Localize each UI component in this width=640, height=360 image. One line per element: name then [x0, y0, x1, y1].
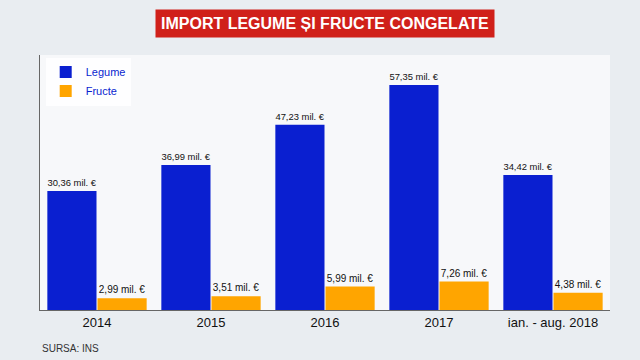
svg-text:57,35 mil. €: 57,35 mil. € — [389, 71, 438, 82]
svg-text:Legume: Legume — [86, 66, 126, 78]
svg-text:ian. - aug. 2018: ian. - aug. 2018 — [508, 315, 598, 330]
svg-text:2,99 mil. €: 2,99 mil. € — [99, 284, 146, 295]
svg-text:36,99 mil. €: 36,99 mil. € — [161, 151, 210, 162]
svg-text:34,42 mil. €: 34,42 mil. € — [503, 161, 552, 172]
svg-text:2017: 2017 — [425, 315, 454, 330]
svg-text:IMPORT LEGUME ȘI FRUCTE CONGEL: IMPORT LEGUME ȘI FRUCTE CONGELATE — [161, 15, 489, 32]
svg-text:5,99 mil. €: 5,99 mil. € — [327, 273, 374, 284]
svg-text:2016: 2016 — [311, 315, 340, 330]
svg-text:SURSA: INS: SURSA: INS — [42, 343, 99, 354]
svg-text:7,26 mil. €: 7,26 mil. € — [441, 268, 488, 279]
svg-text:2014: 2014 — [83, 315, 112, 330]
svg-text:30,36 mil. €: 30,36 mil. € — [47, 177, 96, 188]
svg-text:4,38 mil. €: 4,38 mil. € — [555, 279, 602, 290]
svg-text:Fructe: Fructe — [86, 85, 117, 97]
svg-text:2015: 2015 — [197, 315, 226, 330]
svg-text:47,23 mil. €: 47,23 mil. € — [275, 111, 324, 122]
svg-text:3,51 mil. €: 3,51 mil. € — [213, 282, 260, 293]
